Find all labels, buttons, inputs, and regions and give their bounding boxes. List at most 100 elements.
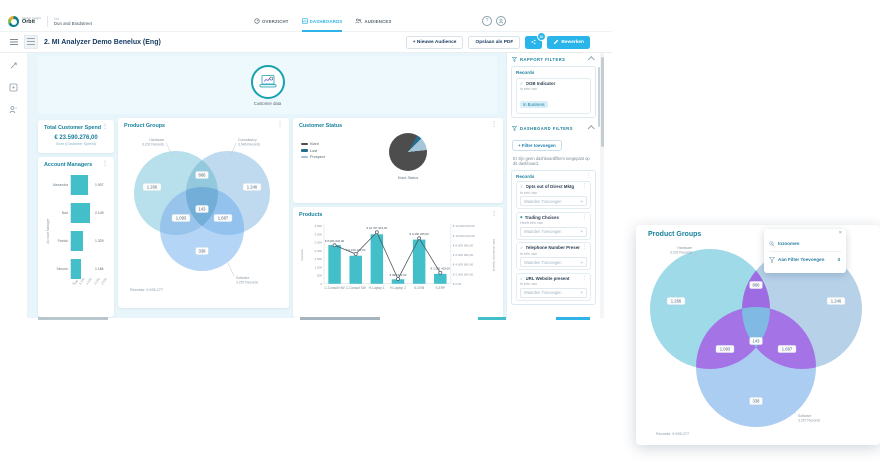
dashboard-filter-item[interactable]: ◆ Trading Choices ⋮ Heeft één van Waarden To… xyxy=(516,211,591,240)
dashboard-filters-header[interactable]: DASHBOARD FILTERS xyxy=(507,122,600,134)
kebab-menu-icon[interactable]: ⋮ xyxy=(582,274,587,281)
svg-text:1.246: 1.246 xyxy=(831,299,842,304)
products-line-marker[interactable] xyxy=(396,277,400,281)
venn-region-chip[interactable]: 1.687 xyxy=(213,214,233,222)
menu-icon[interactable] xyxy=(10,39,18,45)
svg-text:€ 9.460.235,00: € 9.460.235,00 xyxy=(410,232,430,236)
tab-audiences[interactable]: AUDIENCES xyxy=(355,12,391,32)
tab-overzicht[interactable]: OVERZICHT xyxy=(254,12,289,32)
panel-scrollbar-thumb[interactable] xyxy=(598,67,600,127)
venn-region-chip[interactable]: 866 xyxy=(749,281,763,289)
products-line-marker[interactable] xyxy=(374,230,379,235)
products-line-marker[interactable] xyxy=(417,236,422,241)
kebab-menu-icon[interactable]: ⋮ xyxy=(582,244,587,251)
svg-text:€ 4.000.000,00: € 4.000.000,00 xyxy=(453,263,474,267)
venn-region-chip[interactable]: 338 xyxy=(195,247,209,255)
edit-button[interactable]: Bewerken xyxy=(547,35,590,49)
products-bar[interactable] xyxy=(349,255,362,284)
products-line-marker[interactable] xyxy=(332,243,337,248)
new-audience-button[interactable]: + Nieuwe Audience xyxy=(405,35,464,49)
legend-label: Lost xyxy=(310,148,318,153)
filter-value-chip[interactable]: In Business xyxy=(520,100,548,108)
kebab-menu-icon[interactable]: ⋮ xyxy=(582,213,587,220)
bar[interactable] xyxy=(71,175,88,195)
venn-region-chip[interactable]: 143 xyxy=(749,337,763,345)
sidebar-icon-link[interactable] xyxy=(9,61,18,70)
filter-values-dropdown[interactable]: Waarden Toevoegen + xyxy=(520,226,587,237)
products-combo-chart[interactable]: 0 500 1.000 1.500 2.000 2.500 3.000 3.500 € 0,00… xyxy=(299,218,497,312)
tab-dashboards[interactable]: DASHBOARDS xyxy=(301,12,343,32)
sidebar-icon-dashboards[interactable] xyxy=(9,83,18,92)
dropdown-add-icon: + xyxy=(580,198,583,204)
chevron-up-icon xyxy=(587,56,594,63)
products-line-marker[interactable] xyxy=(353,252,358,256)
venn-region-chip[interactable]: 1.093 xyxy=(715,345,735,353)
rapport-filters-header[interactable]: RAPPORT FILTERS xyxy=(507,53,600,65)
venn-region-chip[interactable]: 1.266 xyxy=(142,183,162,191)
menu-item-zoom[interactable]: Inzoomen xyxy=(769,236,841,251)
svg-text:C-Consult SW: C-Consult SW xyxy=(346,286,366,290)
products-bar[interactable] xyxy=(412,239,426,284)
svg-text:€ 6.000.000,00: € 6.000.000,00 xyxy=(453,253,474,257)
products-card: Products ⋮ 0 500 1.000 1.500 2.000 2.500 3.000… xyxy=(293,207,503,318)
product-groups-popup: Product Groups 1.266 1.246 866 143 1.093 1.68… xyxy=(636,225,880,445)
tab-label: AUDIENCES xyxy=(364,18,392,24)
products-bar[interactable] xyxy=(328,245,341,284)
filter-values-dropdown[interactable]: Waarden Toevoegen + xyxy=(520,287,587,298)
kebab-menu-icon[interactable]: ⋮ xyxy=(491,122,497,128)
filter-values-dropdown[interactable]: Waarden Toevoegen + xyxy=(520,257,587,268)
kebab-menu-icon[interactable]: ⋮ xyxy=(277,122,283,128)
menu-item-add-filter[interactable]: Aan Filter Toevoegen 3 xyxy=(769,251,841,267)
rapport-filter-item[interactable]: ✓ OOB Indicator Is één van In Business xyxy=(516,77,591,114)
venn-region-chip[interactable]: 1.093 xyxy=(171,214,191,222)
products-line-marker[interactable] xyxy=(438,270,443,275)
tab-label: OVERZICHT xyxy=(262,18,289,24)
report-logo xyxy=(24,35,38,49)
filter-operator: Is één van xyxy=(520,282,538,287)
filter-values-dropdown[interactable]: Waarden Toevoegen + xyxy=(520,196,587,207)
svg-text:€ 2.000.000,00: € 2.000.000,00 xyxy=(453,272,474,276)
kebab-menu-icon[interactable]: ⋮ xyxy=(102,124,108,130)
svg-text:S-CRM: S-CRM xyxy=(414,286,425,290)
share-button[interactable]: 10 xyxy=(525,32,546,49)
dashboard-filter-item[interactable]: ✓ URL Website present ⋮ Is één van Waarden T… xyxy=(516,272,591,301)
dashboard-canvas: Customer data Total Customer Spend ⋮ € 2… xyxy=(28,53,506,318)
add-filter-button[interactable]: + Filter toevoegen xyxy=(512,139,562,151)
products-bar[interactable] xyxy=(370,234,384,284)
bar[interactable] xyxy=(71,203,90,223)
venn-region-chip[interactable]: 1.266 xyxy=(666,297,686,305)
customer-status-pie[interactable] xyxy=(389,133,427,171)
close-icon[interactable]: × xyxy=(838,230,842,236)
svg-text:1.093: 1.093 xyxy=(176,216,187,221)
venn-set-callout: Hardware xyxy=(149,138,164,142)
sidebar-icon-audiences[interactable] xyxy=(9,105,18,114)
venn-region-chip[interactable]: 1.246 xyxy=(826,297,846,305)
customer-data-node[interactable] xyxy=(250,64,285,99)
kebab-menu-icon[interactable]: ⋮ xyxy=(491,211,497,217)
products-bar[interactable] xyxy=(434,273,447,284)
person-icon xyxy=(498,18,504,24)
venn-region-chip[interactable]: 143 xyxy=(195,205,209,213)
scrollbar-thumb[interactable] xyxy=(600,57,604,147)
toolbar-buttons: + Nieuwe Audience Opslaan als PDF 10 Bew… xyxy=(405,32,590,49)
svg-text:Records: Records xyxy=(300,249,304,261)
kebab-menu-icon[interactable]: ⋮ xyxy=(582,183,587,190)
venn-region-chip[interactable]: 1.246 xyxy=(242,183,262,191)
help-icon[interactable]: ? xyxy=(482,16,492,26)
account-icon[interactable] xyxy=(496,16,506,26)
venn-region-chip[interactable]: 1.687 xyxy=(777,345,797,353)
bar[interactable] xyxy=(71,231,83,251)
save-pdf-button[interactable]: Opslaan als PDF xyxy=(468,35,521,49)
dashboard-filter-item[interactable]: ✓ Telephone Number Present ⋮ Is één van Waar… xyxy=(516,242,591,271)
svg-text:€ 990.642,00: € 990.642,00 xyxy=(390,273,407,277)
bar[interactable] xyxy=(71,259,82,279)
kebab-menu-icon[interactable]: ⋮ xyxy=(586,172,591,179)
venn-region-chip[interactable]: 338 xyxy=(749,397,763,405)
venn-region-chip[interactable]: 866 xyxy=(195,171,209,179)
app-scrollbar[interactable] xyxy=(600,53,604,318)
dashboard-filter-item[interactable]: ✓ Opts out of Direct Mktg ⋮ Is één van Waard… xyxy=(516,181,591,210)
kebab-menu-icon[interactable]: ⋮ xyxy=(102,161,108,167)
products-bar[interactable] xyxy=(391,279,405,284)
